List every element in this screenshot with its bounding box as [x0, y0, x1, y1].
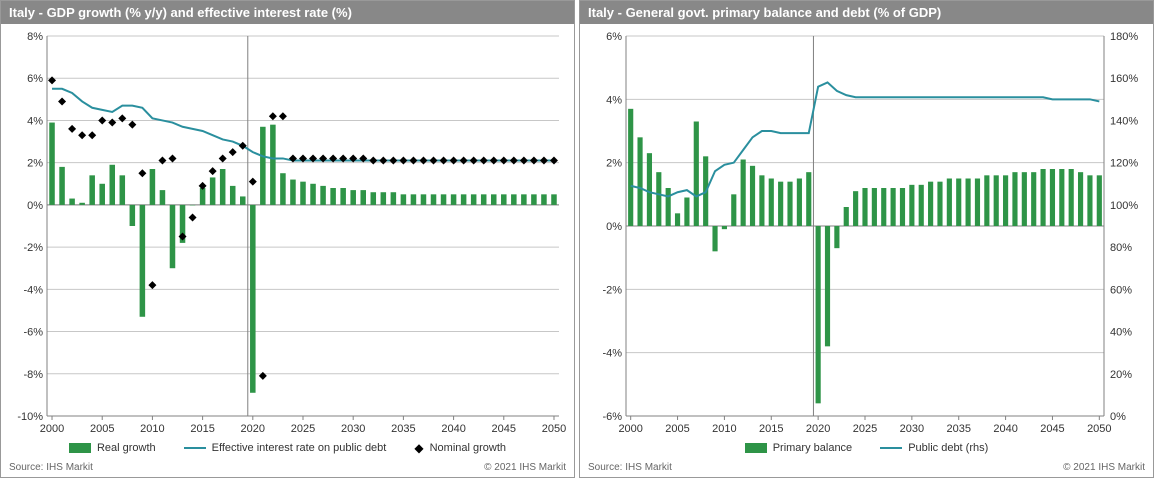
source-label: Source: IHS Markit — [588, 462, 672, 473]
svg-text:2%: 2% — [606, 158, 622, 170]
svg-text:4%: 4% — [606, 94, 622, 106]
svg-text:6%: 6% — [606, 31, 622, 43]
line-swatch-icon — [880, 447, 902, 449]
legend-primary-balance: Primary balance — [745, 442, 852, 454]
svg-text:-2%: -2% — [23, 242, 43, 254]
svg-text:0%: 0% — [1110, 411, 1126, 423]
panel-right: Italy - General govt. primary balance an… — [579, 0, 1154, 478]
svg-text:0%: 0% — [27, 200, 43, 212]
svg-text:2035: 2035 — [946, 423, 970, 435]
svg-text:140%: 140% — [1110, 115, 1138, 127]
svg-text:2000: 2000 — [618, 423, 642, 435]
svg-text:80%: 80% — [1110, 242, 1132, 254]
svg-text:-2%: -2% — [602, 284, 622, 296]
bar-swatch-icon — [745, 443, 767, 453]
svg-text:2015: 2015 — [759, 423, 783, 435]
left-footer: Source: IHS Markit © 2021 IHS Markit — [1, 460, 574, 477]
svg-text:2010: 2010 — [140, 423, 164, 435]
svg-text:2030: 2030 — [341, 423, 365, 435]
svg-text:2020: 2020 — [241, 423, 265, 435]
panels: Italy - GDP growth (% y/y) and effective… — [0, 0, 1157, 478]
legend-label: Primary balance — [773, 442, 852, 454]
svg-text:6%: 6% — [27, 73, 43, 85]
left-chart: -10% -8% -6% -4% -2% 0% 2% 4% 6% 8% 2000 2005 2010 20… — [1, 24, 574, 436]
legend-real-growth: Real growth — [69, 442, 156, 454]
svg-text:120%: 120% — [1110, 158, 1138, 170]
svg-text:-6%: -6% — [602, 411, 622, 423]
svg-text:2040: 2040 — [993, 423, 1017, 435]
svg-text:2005: 2005 — [90, 423, 114, 435]
svg-text:-6%: -6% — [23, 327, 43, 339]
svg-text:2010: 2010 — [712, 423, 736, 435]
svg-text:100%: 100% — [1110, 200, 1138, 212]
left-title: Italy - GDP growth (% y/y) and effective… — [1, 1, 574, 24]
legend-effective-rate: Effective interest rate on public debt — [184, 442, 387, 454]
svg-text:2025: 2025 — [291, 423, 315, 435]
legend-label: Public debt (rhs) — [908, 442, 988, 454]
copyright-label: © 2021 IHS Markit — [1063, 462, 1145, 473]
legend-label: Nominal growth — [430, 442, 506, 454]
legend-label: Real growth — [97, 442, 156, 454]
svg-text:2005: 2005 — [665, 423, 689, 435]
svg-text:2030: 2030 — [900, 423, 924, 435]
source-label: Source: IHS Markit — [9, 462, 93, 473]
legend-nominal-growth: ◆ Nominal growth — [414, 442, 506, 454]
svg-text:2040: 2040 — [441, 423, 465, 435]
svg-text:60%: 60% — [1110, 284, 1132, 296]
copyright-label: © 2021 IHS Markit — [484, 462, 566, 473]
svg-text:2035: 2035 — [391, 423, 415, 435]
legend-public-debt: Public debt (rhs) — [880, 442, 988, 454]
svg-text:2050: 2050 — [1087, 423, 1111, 435]
right-footer: Source: IHS Markit © 2021 IHS Markit — [580, 460, 1153, 477]
svg-text:4%: 4% — [27, 115, 43, 127]
svg-text:2020: 2020 — [806, 423, 830, 435]
svg-text:2000: 2000 — [40, 423, 64, 435]
svg-text:2025: 2025 — [853, 423, 877, 435]
svg-text:2045: 2045 — [1040, 423, 1064, 435]
left-legend: Real growth Effective interest rate on p… — [1, 436, 574, 460]
svg-text:0%: 0% — [606, 221, 622, 233]
line-swatch-icon — [184, 447, 206, 449]
svg-text:20%: 20% — [1110, 369, 1132, 381]
legend-label: Effective interest rate on public debt — [212, 442, 387, 454]
svg-text:-8%: -8% — [23, 369, 43, 381]
svg-text:2045: 2045 — [492, 423, 516, 435]
marker-swatch-icon: ◆ — [414, 442, 423, 454]
svg-text:160%: 160% — [1110, 73, 1138, 85]
svg-text:-4%: -4% — [602, 348, 622, 360]
svg-text:40%: 40% — [1110, 327, 1132, 339]
right-chart: -6% -4% -2% 0% 2% 4% 6% 0% 20% 40% 60% 80% 100% 120% 1… — [580, 24, 1153, 436]
svg-text:2050: 2050 — [542, 423, 566, 435]
svg-text:2015: 2015 — [190, 423, 214, 435]
svg-text:-4%: -4% — [23, 284, 43, 296]
right-title: Italy - General govt. primary balance an… — [580, 1, 1153, 24]
bar-swatch-icon — [69, 443, 91, 453]
svg-text:2%: 2% — [27, 158, 43, 170]
svg-text:8%: 8% — [27, 31, 43, 43]
panel-left: Italy - GDP growth (% y/y) and effective… — [0, 0, 575, 478]
right-legend: Primary balance Public debt (rhs) — [580, 436, 1153, 460]
svg-text:180%: 180% — [1110, 31, 1138, 43]
svg-text:-10%: -10% — [17, 411, 43, 423]
